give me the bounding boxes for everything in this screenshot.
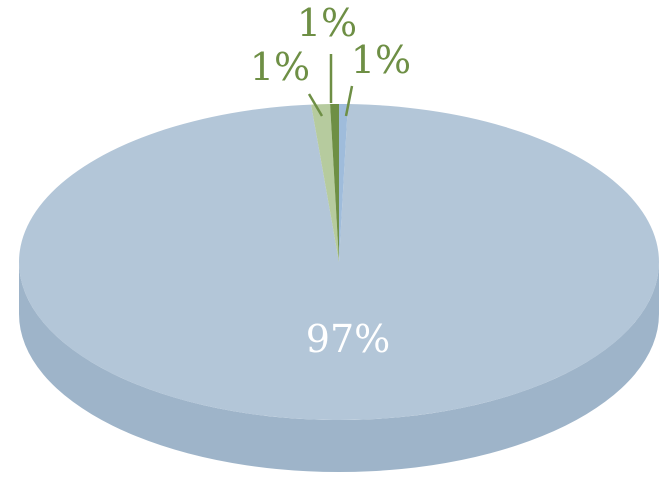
pie-slice-side-0 xyxy=(19,262,659,472)
pie-slice-0 xyxy=(18,104,659,421)
data-labels: 97%1%1%1% xyxy=(250,1,411,361)
data-label-3: 1% xyxy=(351,38,411,82)
data-label-2: 1% xyxy=(297,1,357,45)
label-leader-lines xyxy=(307,54,354,117)
data-label-1: 1% xyxy=(250,45,310,89)
pie-slices xyxy=(18,104,659,421)
leader-line-3 xyxy=(344,85,354,117)
pie-side-walls xyxy=(19,262,659,472)
pie-slice-2 xyxy=(330,104,339,262)
leader-line-1 xyxy=(307,93,324,117)
data-label-0: 97% xyxy=(306,317,390,361)
pie-slice-3 xyxy=(339,104,348,262)
pie-slice-1 xyxy=(311,104,339,262)
